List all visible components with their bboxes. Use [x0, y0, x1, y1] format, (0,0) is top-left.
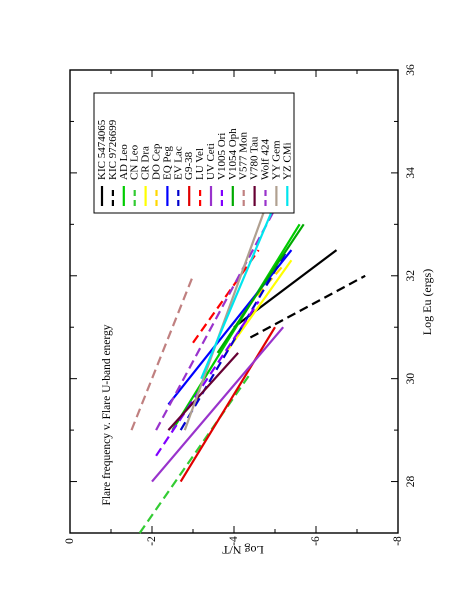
legend-label: Wolf 424 [260, 139, 272, 180]
series-line-v1054-oph [216, 223, 305, 354]
x-tick-label: 34 [405, 167, 417, 179]
legend-box [93, 92, 295, 214]
legend-label: CR Dra [140, 146, 152, 180]
legend-label: UV Ceti [205, 143, 217, 180]
series-line-yz-cmi [200, 203, 277, 380]
series-line-eq-peg [167, 249, 293, 406]
series-line-yy-gem [183, 203, 268, 431]
series-line-uv-ceti [151, 326, 285, 483]
y-axis-label: Log N/T [222, 543, 264, 557]
chart-title: Flare frequency v. Flare U-band energy [101, 324, 113, 505]
legend-label: EQ Peg [161, 146, 173, 180]
series-line-g9-38 [179, 326, 276, 483]
y-tick-label: -4 [228, 536, 240, 546]
legend-label: KIC 5474065 [96, 119, 108, 180]
y-tick-label: -2 [146, 536, 158, 546]
series-line-v577-mon [130, 275, 195, 431]
legend-label: CN Leo [129, 144, 141, 180]
axis-ticks: 28 30 32 34 36 0 -2 -4 -6 -8 [64, 64, 417, 546]
series-line-ev-lac [179, 249, 289, 431]
y-tick-label: -6 [310, 536, 322, 546]
y-tick-label: -8 [392, 536, 404, 546]
legend-label: V780 Tau [249, 136, 261, 180]
plot-lines [130, 203, 366, 534]
legend-label: V577 Mon [238, 132, 250, 180]
x-tick-label: 36 [405, 64, 417, 76]
legend-label: G9-38 [183, 151, 195, 180]
legend-label: KIC 9726699 [107, 119, 119, 180]
legend-label: YZ CMi [281, 142, 293, 180]
legend-label: V1054 Oph [227, 128, 239, 180]
legend-label: LU Vel [194, 148, 206, 180]
x-axis-label: Log Eu (ergs) [420, 269, 434, 335]
legend-label: DO Cep [151, 143, 163, 180]
series-line-lu-vel [192, 249, 260, 344]
y-tick-label: 0 [64, 538, 76, 544]
legend-label: EV Lac [172, 146, 184, 180]
legend-label: AD Leo [118, 144, 130, 180]
x-tick-label: 28 [405, 476, 417, 488]
series-line-v780-tau [167, 352, 239, 431]
x-tick-label: 30 [405, 373, 417, 385]
series-line-v1005-ori [155, 300, 260, 457]
legend-label: YY Gem [270, 140, 282, 180]
legend-label: V1005 Ori [216, 133, 228, 180]
x-tick-label: 32 [405, 270, 417, 282]
series-line-cn-leo [138, 372, 252, 534]
series-line-cr-dra [224, 259, 293, 354]
series-line-kic-9726699 [249, 274, 366, 339]
